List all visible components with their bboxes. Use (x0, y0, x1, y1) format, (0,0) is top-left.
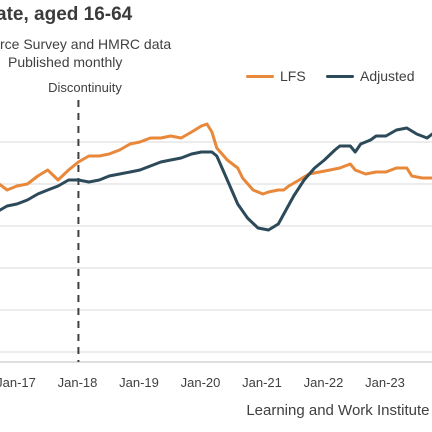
legend-swatch-lfs (246, 74, 274, 78)
x-tick-label: Jan-21 (242, 375, 282, 390)
series-line-adjusted (0, 126, 432, 232)
chart-title: ate, aged 16-64 (0, 4, 133, 25)
legend-item-adjusted: Adjusted (326, 68, 414, 84)
x-tick-label: Jan-17 (0, 375, 36, 390)
legend-swatch-adjusted (326, 74, 354, 78)
chart-subtitle-frequency: Published monthly (8, 54, 123, 70)
discontinuity-label: Discontinuity (48, 80, 122, 95)
source-note: Learning and Work Institute a (246, 402, 432, 419)
x-tick-label: Jan-19 (119, 375, 159, 390)
x-tick-label: Jan-18 (58, 375, 98, 390)
legend-item-lfs: LFS (246, 68, 306, 84)
legend-label-adjusted: Adjusted (360, 68, 415, 84)
series-line-lfs (0, 122, 432, 196)
x-tick-label: Jan-23 (365, 375, 405, 390)
x-tick-label: Jan-22 (304, 375, 344, 390)
legend-label-lfs: LFS (280, 68, 306, 84)
x-tick-label: Jan-20 (181, 375, 221, 390)
chart-subtitle: rce Survey and HMRC data (0, 36, 172, 52)
